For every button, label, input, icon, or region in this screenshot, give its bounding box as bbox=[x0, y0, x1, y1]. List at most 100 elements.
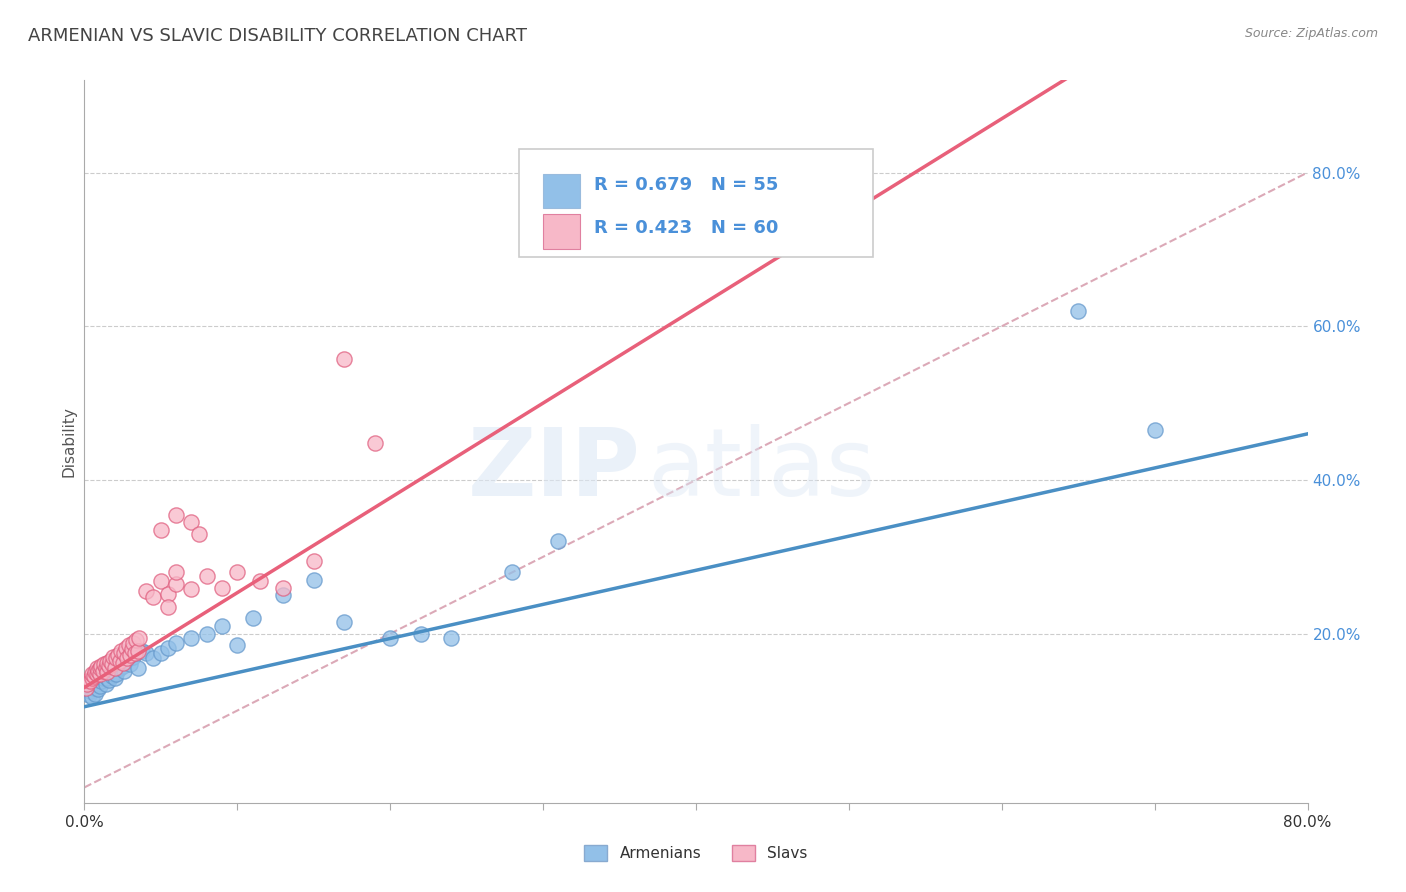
Point bbox=[107, 656, 129, 670]
Point bbox=[165, 576, 187, 591]
Point bbox=[195, 569, 218, 583]
Point bbox=[302, 573, 325, 587]
Point bbox=[157, 640, 180, 655]
Point bbox=[127, 643, 149, 657]
Point bbox=[79, 684, 101, 698]
Text: ZIP: ZIP bbox=[468, 425, 641, 516]
Point bbox=[96, 665, 118, 680]
Point bbox=[135, 646, 157, 660]
Point bbox=[380, 631, 402, 645]
Point bbox=[114, 640, 136, 655]
Point bbox=[122, 649, 145, 664]
Point bbox=[87, 673, 110, 687]
Point bbox=[90, 659, 112, 673]
Point bbox=[149, 646, 172, 660]
Point bbox=[89, 666, 111, 681]
Point bbox=[502, 565, 524, 579]
Point bbox=[86, 661, 108, 675]
Point bbox=[84, 687, 107, 701]
FancyBboxPatch shape bbox=[519, 149, 873, 257]
Point bbox=[110, 643, 132, 657]
Point bbox=[226, 565, 249, 579]
Point bbox=[157, 587, 180, 601]
Point bbox=[165, 636, 187, 650]
Point bbox=[142, 651, 165, 665]
FancyBboxPatch shape bbox=[543, 214, 579, 249]
Point bbox=[409, 626, 432, 640]
Point bbox=[121, 642, 143, 657]
Point bbox=[124, 646, 146, 660]
Point bbox=[122, 636, 145, 650]
Point bbox=[91, 664, 114, 678]
Text: R = 0.423   N = 60: R = 0.423 N = 60 bbox=[595, 219, 779, 237]
Point bbox=[97, 659, 120, 673]
Point bbox=[157, 599, 180, 614]
Point bbox=[94, 661, 117, 675]
Point bbox=[87, 664, 110, 678]
Point bbox=[271, 588, 294, 602]
Point bbox=[103, 666, 125, 681]
Point bbox=[98, 654, 121, 668]
Point bbox=[135, 584, 157, 599]
Point bbox=[105, 666, 128, 681]
Text: R = 0.679   N = 55: R = 0.679 N = 55 bbox=[595, 176, 779, 194]
Point bbox=[1143, 423, 1166, 437]
Point bbox=[80, 690, 103, 704]
Point bbox=[125, 632, 148, 647]
Text: ARMENIAN VS SLAVIC DISABILITY CORRELATION CHART: ARMENIAN VS SLAVIC DISABILITY CORRELATIO… bbox=[28, 27, 527, 45]
Point bbox=[93, 657, 115, 672]
Point bbox=[149, 574, 172, 589]
Point bbox=[101, 657, 124, 672]
Point bbox=[104, 661, 127, 675]
Point bbox=[111, 659, 134, 673]
Point bbox=[128, 631, 150, 645]
FancyBboxPatch shape bbox=[543, 174, 579, 209]
Point bbox=[226, 638, 249, 652]
Point bbox=[333, 615, 356, 630]
Point bbox=[114, 654, 136, 668]
Point bbox=[115, 646, 138, 660]
Point bbox=[271, 581, 294, 595]
Text: atlas: atlas bbox=[647, 425, 876, 516]
Point bbox=[120, 657, 142, 672]
Point bbox=[195, 626, 218, 640]
Point bbox=[242, 611, 264, 625]
Point bbox=[77, 688, 100, 702]
Point bbox=[127, 661, 149, 675]
Point bbox=[115, 651, 138, 665]
Point bbox=[89, 669, 111, 683]
Point bbox=[101, 669, 124, 683]
Point bbox=[104, 671, 127, 685]
Text: Source: ZipAtlas.com: Source: ZipAtlas.com bbox=[1244, 27, 1378, 40]
Point bbox=[96, 656, 118, 670]
Point bbox=[118, 638, 141, 652]
Point bbox=[108, 661, 131, 675]
Point bbox=[249, 574, 271, 589]
Point bbox=[94, 676, 117, 690]
Point bbox=[364, 436, 387, 450]
Point bbox=[112, 664, 135, 678]
Point bbox=[180, 582, 202, 596]
Point bbox=[91, 671, 114, 685]
Point bbox=[86, 666, 108, 681]
Point bbox=[110, 651, 132, 665]
Point bbox=[89, 661, 111, 675]
Point bbox=[84, 665, 107, 680]
Point bbox=[80, 666, 103, 681]
Point bbox=[188, 526, 211, 541]
Point bbox=[211, 581, 233, 595]
Point bbox=[105, 651, 128, 665]
Legend: Armenians, Slavs: Armenians, Slavs bbox=[578, 839, 814, 867]
Point bbox=[86, 676, 108, 690]
Point bbox=[333, 351, 356, 366]
Point bbox=[142, 590, 165, 604]
Point bbox=[440, 631, 463, 645]
Point bbox=[104, 661, 127, 675]
Point bbox=[111, 656, 134, 670]
Point bbox=[302, 554, 325, 568]
Point bbox=[112, 646, 135, 660]
Point bbox=[83, 681, 105, 695]
Point bbox=[93, 666, 115, 681]
Point bbox=[131, 643, 153, 657]
Point bbox=[180, 631, 202, 645]
